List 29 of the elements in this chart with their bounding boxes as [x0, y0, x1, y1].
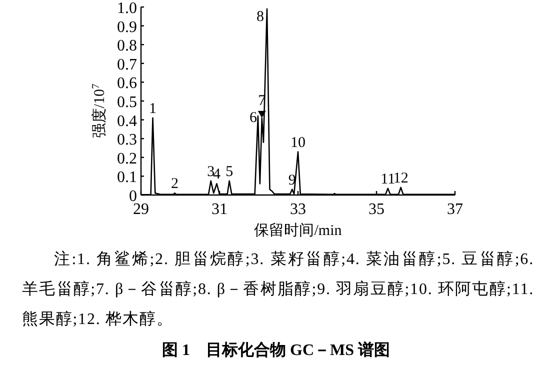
x-tick-label: 31 [212, 201, 228, 218]
annotation: 10 [290, 134, 306, 151]
y-tick-label: 0.8 [117, 38, 137, 55]
x-tick-label: 33 [290, 201, 306, 218]
annotation: 5 [226, 164, 234, 180]
annotation: 2 [171, 176, 179, 192]
y-tick-label: 0.4 [117, 112, 137, 130]
y-tick-label: 0.9 [117, 18, 137, 36]
annotation: 4 [213, 166, 222, 183]
y-tick-label: 0.1 [117, 169, 137, 186]
x-tick-label: 37 [447, 201, 463, 218]
annotation: 1 [149, 100, 157, 117]
annotation: 3 [207, 164, 215, 180]
text: 图 1 目标化合物 GC－MS 谱图 [161, 340, 391, 361]
x-tick-label: 35 [368, 201, 384, 218]
annotation: 9 [288, 172, 296, 188]
annotation: 8 [256, 8, 264, 25]
x-tick-label: 29 [133, 201, 149, 218]
y-tick-label: 0.5 [117, 94, 137, 111]
annotation: 11 [380, 171, 396, 188]
annotation: 12 [393, 170, 408, 186]
y-tick-label: 0.6 [117, 75, 137, 92]
y-tick-label: 0.3 [117, 132, 137, 149]
y-tick-label: 1.0 [117, 0, 137, 17]
annotation: 6 [249, 110, 258, 126]
text: 注:1. 角鲨烯;2. 胆甾烷醇;3. 菜籽甾醇;4. 菜油甾醇;5. 豆甾醇;6. 羊毛甾醇;7. β－谷甾醇;8. β－香树脂醇;9. 羽扇豆醇;10. 环阿屯醇;11. 熊果醇;12. 桦木醇。 [22, 250, 534, 330]
y-tick-label: 0.7 [117, 56, 137, 74]
x-axis-title: 保留时间/min [254, 222, 342, 239]
y-tick-label: 0.2 [117, 150, 137, 168]
